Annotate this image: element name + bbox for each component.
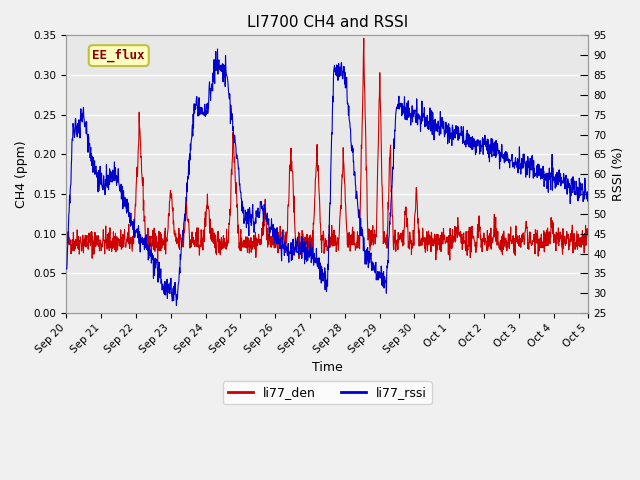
- X-axis label: Time: Time: [312, 361, 343, 374]
- Y-axis label: RSSI (%): RSSI (%): [612, 147, 625, 201]
- Legend: li77_den, li77_rssi: li77_den, li77_rssi: [223, 381, 432, 404]
- Title: LI7700 CH4 and RSSI: LI7700 CH4 and RSSI: [247, 15, 408, 30]
- Y-axis label: CH4 (ppm): CH4 (ppm): [15, 140, 28, 208]
- Text: EE_flux: EE_flux: [93, 49, 145, 62]
